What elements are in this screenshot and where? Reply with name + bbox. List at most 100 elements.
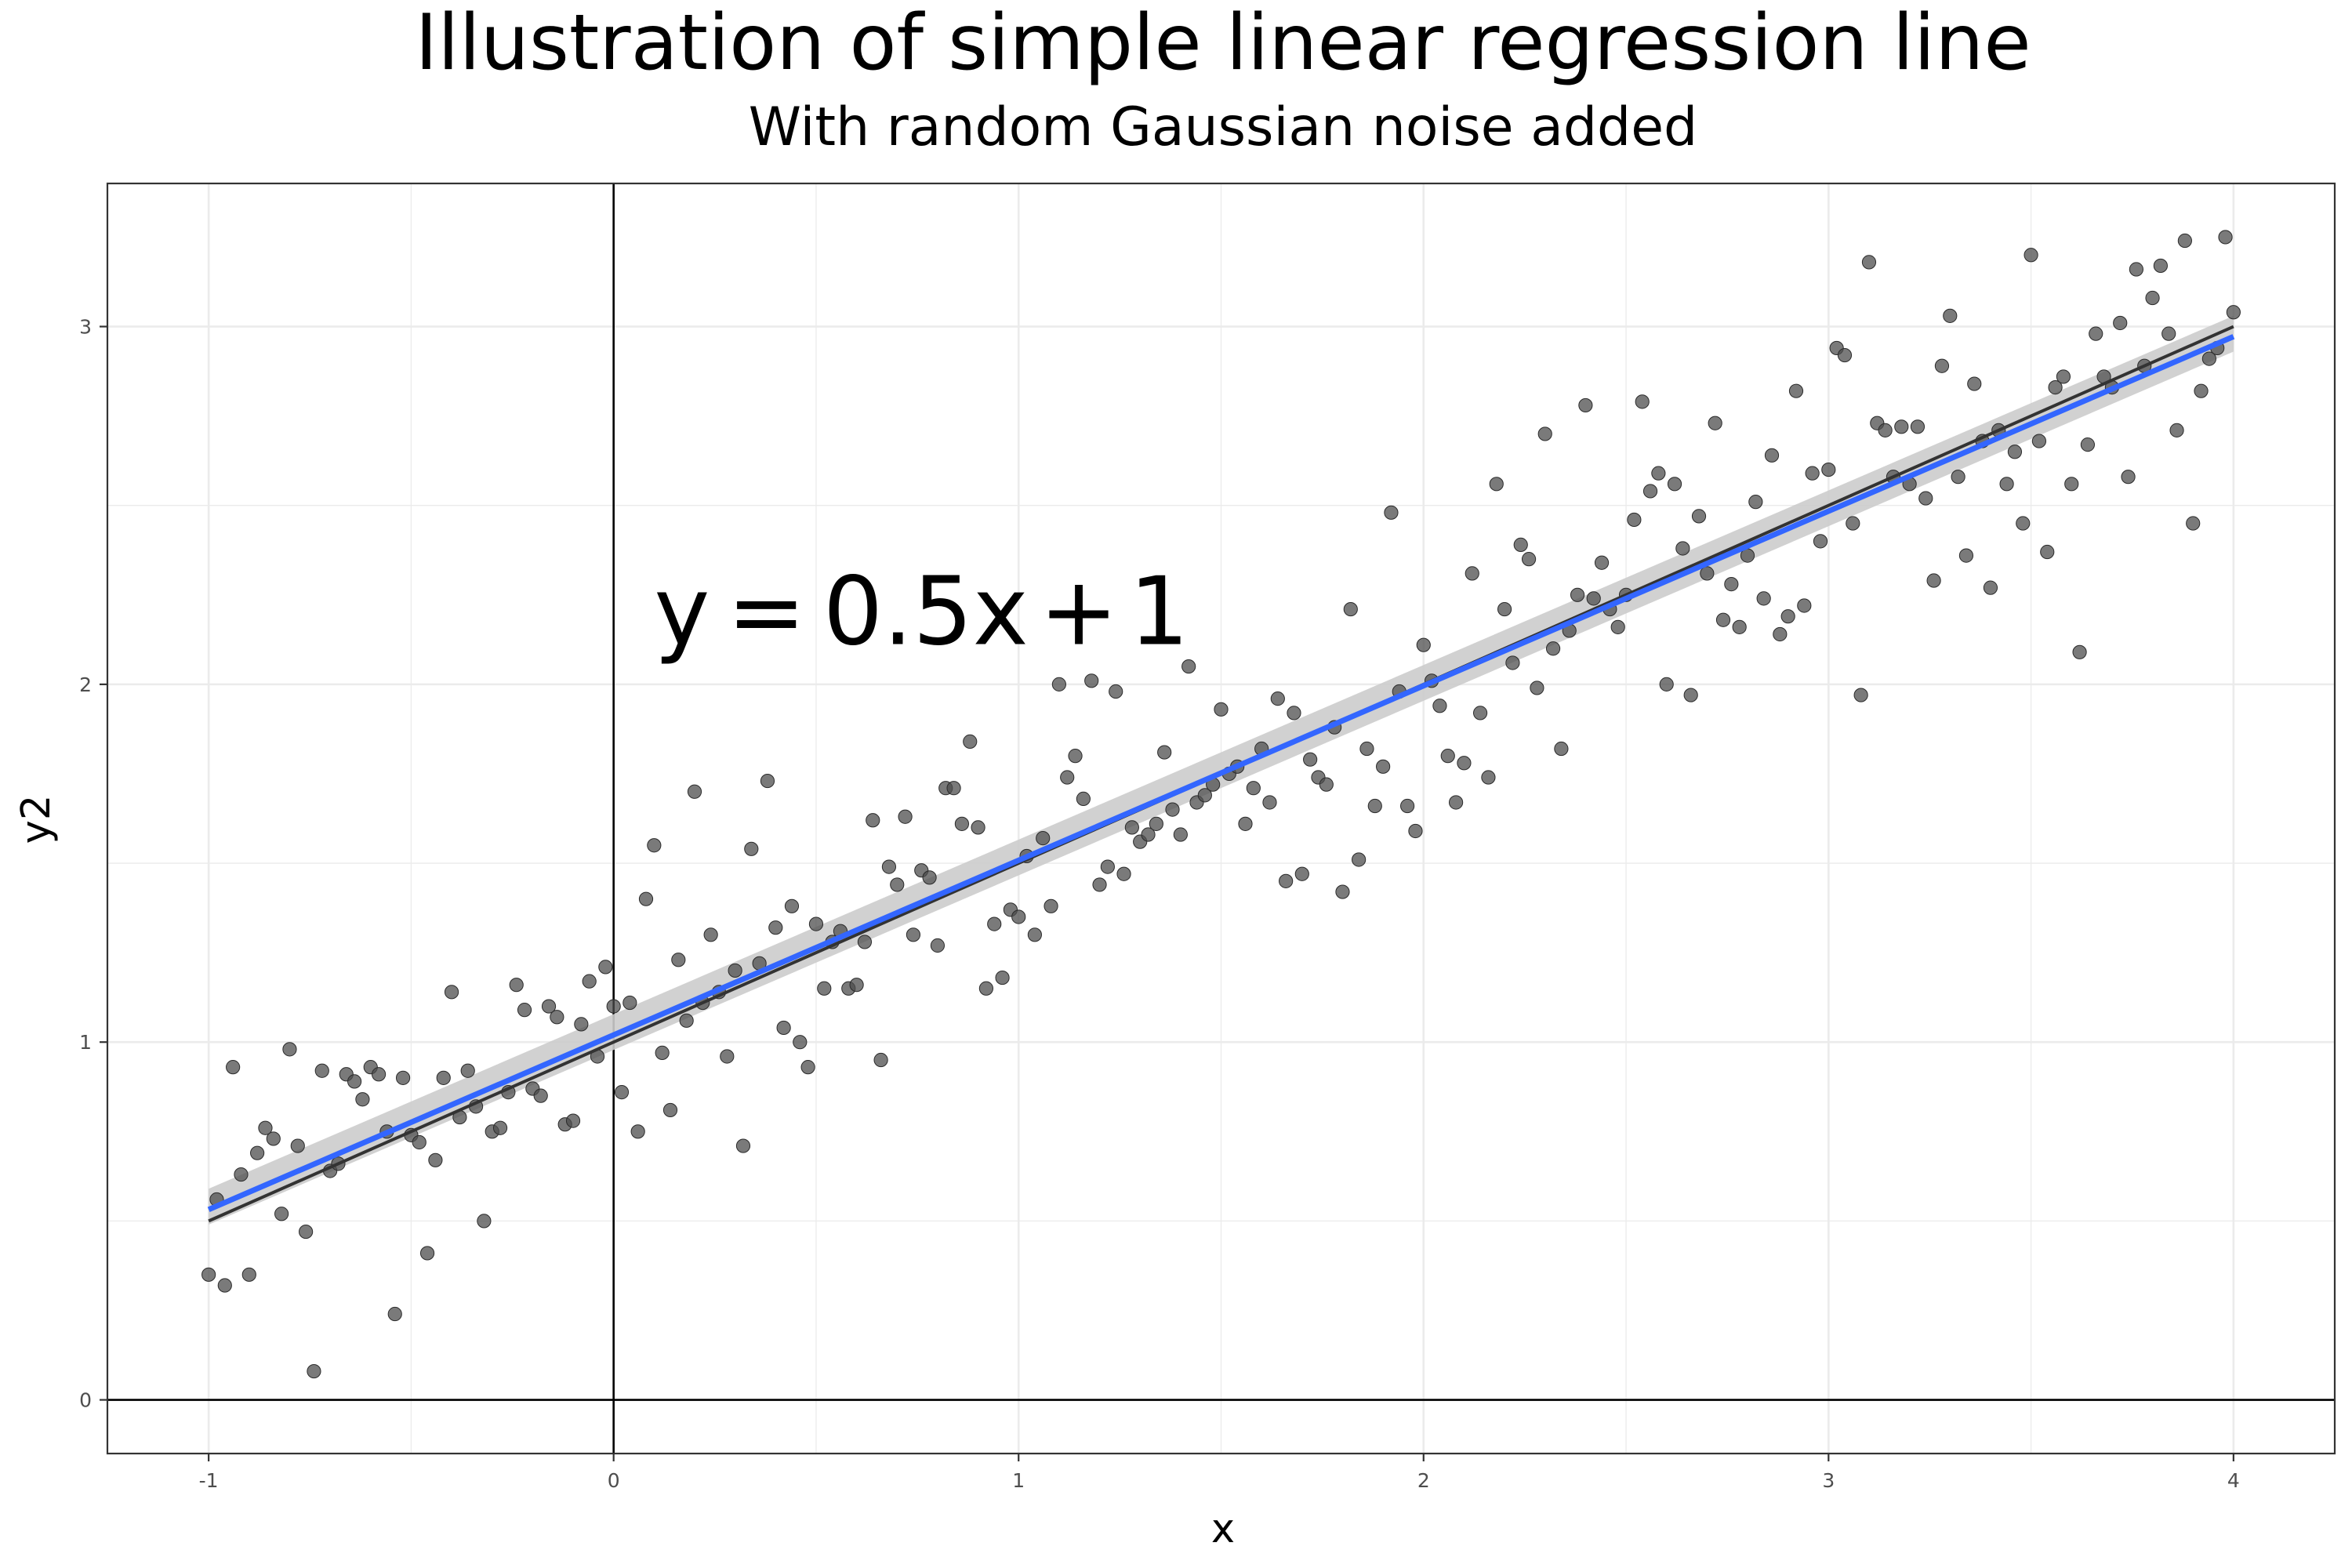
data-point [857, 935, 873, 949]
data-point [728, 963, 742, 978]
data-point [647, 838, 662, 853]
data-point [1472, 706, 1488, 720]
data-point [1861, 255, 1877, 270]
data-point [1084, 673, 1099, 688]
data-point [679, 1013, 694, 1028]
y-tick-label: 1 [79, 1031, 92, 1054]
equation-part: 1 [1129, 558, 1189, 667]
data-point [638, 891, 654, 906]
data-point [1367, 798, 1382, 814]
data-point [873, 1052, 888, 1068]
x-tick-label: 3 [1822, 1469, 1835, 1492]
data-point [1270, 691, 1285, 706]
data-point [963, 734, 978, 749]
data-point [1513, 537, 1528, 553]
data-point [800, 1060, 815, 1075]
data-point [1683, 688, 1698, 702]
data-point [735, 1138, 751, 1153]
data-point [1691, 509, 1707, 524]
data-point [1294, 866, 1309, 881]
data-point [290, 1138, 305, 1153]
data-point [347, 1074, 362, 1089]
data-point [1967, 376, 1982, 391]
data-point [371, 1067, 387, 1082]
data-point [1926, 573, 1941, 588]
data-point [1149, 816, 1163, 831]
data-point [898, 809, 913, 824]
equation-part: + [1040, 558, 1119, 667]
data-point [687, 784, 702, 799]
data-point [1530, 681, 1544, 695]
data-point [1918, 491, 1933, 506]
data-point [2194, 383, 2209, 398]
data-point [1165, 802, 1180, 817]
data-point [817, 981, 832, 996]
data-point [2024, 248, 2038, 263]
data-point [226, 1060, 241, 1075]
data-point [1116, 866, 1131, 881]
data-point [987, 916, 1002, 931]
data-point [1481, 770, 1496, 785]
data-point [1109, 684, 1123, 699]
y-tick-label: 2 [79, 673, 92, 696]
equation-annotation: y = 0.5x +1 [654, 558, 1189, 667]
data-point [1044, 898, 1058, 913]
data-point [217, 1278, 232, 1293]
data-point [2007, 445, 2023, 459]
data-point [1910, 419, 1926, 434]
data-point [444, 985, 459, 1000]
data-point [2113, 315, 2128, 331]
y-axis-title: y2 [13, 795, 60, 844]
data-point [2161, 326, 2176, 341]
data-point [234, 1167, 249, 1182]
data-point [946, 781, 961, 796]
data-point [1457, 756, 1472, 771]
data-point [1846, 516, 1860, 531]
data-point [387, 1306, 402, 1322]
data-point [1157, 745, 1172, 760]
data-point [1448, 795, 1464, 810]
data-point [517, 1003, 532, 1018]
data-point [1594, 555, 1610, 570]
data-point [1878, 423, 1893, 437]
data-point [1279, 873, 1294, 888]
data-point [1675, 541, 1690, 556]
data-point [1011, 909, 1026, 924]
data-point [1092, 877, 1107, 892]
data-point [1853, 688, 1868, 702]
data-point [2201, 351, 2216, 366]
data-point [1319, 777, 1334, 792]
data-point [274, 1207, 289, 1221]
data-point [760, 773, 775, 789]
data-point [1408, 823, 1423, 839]
data-point [412, 1134, 426, 1150]
data-point [1780, 609, 1795, 624]
data-point [2153, 258, 2168, 274]
data-point [890, 877, 905, 892]
data-point [1651, 466, 1666, 481]
data-point [1465, 566, 1479, 581]
data-point [1303, 752, 1318, 767]
data-point [1715, 612, 1731, 627]
data-point [849, 978, 864, 993]
data-point [598, 960, 613, 975]
data-point [1748, 495, 1763, 510]
plot-border [106, 182, 2336, 1455]
data-point [1943, 308, 1958, 323]
data-point [720, 1049, 735, 1064]
data-point [1554, 741, 1569, 757]
data-point [1287, 706, 1301, 720]
data-point [1578, 397, 1593, 413]
data-point [550, 1010, 564, 1025]
data-point [1505, 655, 1520, 670]
data-point [1181, 659, 1196, 674]
data-point [1027, 927, 1042, 942]
data-point [1894, 419, 1909, 434]
data-point [2080, 437, 2096, 452]
data-point [201, 1267, 216, 1282]
data-point [630, 1124, 645, 1139]
data-point [1352, 852, 1367, 867]
data-point [1999, 477, 2014, 492]
data-point [1642, 484, 1658, 499]
y-axis-ticks: 0 1 2 3 [79, 316, 107, 1412]
